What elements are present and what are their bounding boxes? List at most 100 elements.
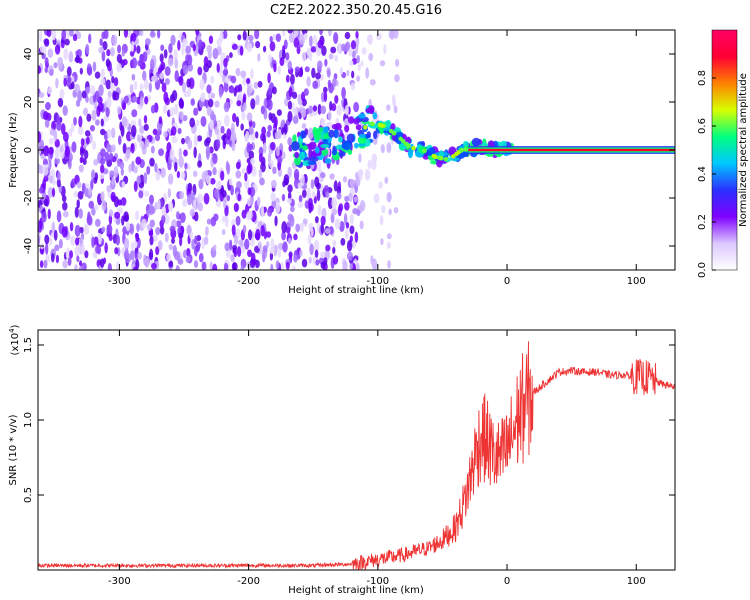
noise-blob <box>235 170 241 179</box>
noise-blob <box>228 178 233 186</box>
noise-blob <box>230 254 235 263</box>
noise-blob <box>246 112 253 122</box>
noise-blob <box>44 102 51 111</box>
noise-blob <box>105 58 111 67</box>
noise-blob <box>290 73 295 85</box>
noise-blob <box>100 157 106 165</box>
noise-blob <box>181 44 185 56</box>
noise-blob <box>174 161 178 172</box>
noise-blob <box>309 243 314 256</box>
noise-blob <box>178 147 182 159</box>
noise-blob <box>187 86 192 98</box>
noise-blob <box>38 131 42 143</box>
noise-blob <box>315 259 320 266</box>
noise-blob <box>300 174 305 187</box>
noise-blob <box>247 187 252 196</box>
noise-blob <box>106 96 112 109</box>
noise-blob <box>364 168 371 181</box>
noise-blob <box>117 106 122 115</box>
noise-blob <box>169 225 176 233</box>
noise-blob <box>241 209 247 219</box>
x-tick-label: -100 <box>366 576 389 587</box>
noise-blob <box>262 45 267 53</box>
noise-blob <box>100 68 105 79</box>
noise-blob <box>47 86 53 95</box>
noise-blob <box>206 44 213 53</box>
noise-blob <box>395 58 400 68</box>
noise-blob <box>332 255 339 265</box>
noise-blob <box>158 148 164 157</box>
signal-blob <box>366 131 371 138</box>
noise-blob <box>133 165 138 174</box>
noise-blob <box>84 130 91 137</box>
noise-blob <box>311 67 316 79</box>
noise-blob <box>206 84 212 94</box>
noise-blob <box>51 187 56 198</box>
noise-blob <box>314 72 321 80</box>
noise-blob <box>346 251 353 261</box>
noise-blob <box>125 247 129 260</box>
noise-blob <box>356 54 360 64</box>
noise-blob <box>267 124 272 132</box>
noise-blob <box>281 221 287 233</box>
noise-blob <box>97 102 104 112</box>
noise-blob <box>260 205 265 218</box>
snr-axes: -300 -200 -100 0 100 0.5 1.0 1.5 <box>23 330 675 587</box>
noise-blob <box>178 232 184 239</box>
noise-blob <box>141 218 147 229</box>
noise-blob <box>70 81 75 90</box>
noise-blob <box>220 125 225 134</box>
noise-blob <box>285 52 290 61</box>
noise-blob <box>148 230 154 237</box>
noise-blob <box>269 35 273 43</box>
noise-blob <box>93 236 99 247</box>
noise-blob <box>173 103 179 115</box>
noise-blob <box>95 119 100 126</box>
noise-blob <box>204 236 209 246</box>
noise-blob <box>302 189 307 199</box>
noise-blob <box>45 242 49 255</box>
noise-blob <box>353 196 358 203</box>
noise-blob <box>100 128 106 136</box>
noise-blob <box>293 254 298 263</box>
noise-blob <box>131 57 138 69</box>
noise-blob <box>314 176 320 188</box>
y-tick-label: 0.5 <box>23 487 34 503</box>
noise-blob <box>308 256 312 264</box>
noise-blob <box>358 153 362 163</box>
noise-blob <box>185 255 191 263</box>
signal-blob <box>338 136 343 143</box>
noise-blob <box>120 167 124 176</box>
noise-blob <box>372 136 378 145</box>
noise-blob <box>288 237 292 245</box>
noise-blob <box>136 223 140 233</box>
noise-blob <box>282 30 286 37</box>
noise-blob <box>344 201 350 211</box>
noise-blob <box>123 214 130 223</box>
noise-blob <box>201 171 207 183</box>
noise-blob <box>182 64 189 75</box>
signal-blob <box>344 124 350 133</box>
colorbar-frame <box>711 29 738 271</box>
noise-blob <box>231 140 236 152</box>
noise-blob <box>391 30 396 38</box>
noise-blob <box>167 173 174 185</box>
noise-blob <box>47 186 54 198</box>
noise-blob <box>307 234 312 245</box>
noise-blob <box>186 78 191 88</box>
noise-blob <box>275 33 282 42</box>
noise-blob <box>218 85 223 98</box>
noise-blob <box>237 193 242 202</box>
noise-blob <box>171 237 175 244</box>
noise-blob <box>167 188 172 199</box>
noise-blob <box>269 41 276 52</box>
noise-blob <box>384 176 389 184</box>
noise-blob <box>230 75 237 84</box>
y-tick-label: 0 <box>23 147 34 153</box>
noise-blob <box>198 252 204 263</box>
noise-blob <box>324 58 328 67</box>
noise-blob <box>51 120 56 131</box>
noise-blob <box>185 45 192 55</box>
noise-blob <box>68 128 73 137</box>
noise-blob <box>269 246 275 254</box>
